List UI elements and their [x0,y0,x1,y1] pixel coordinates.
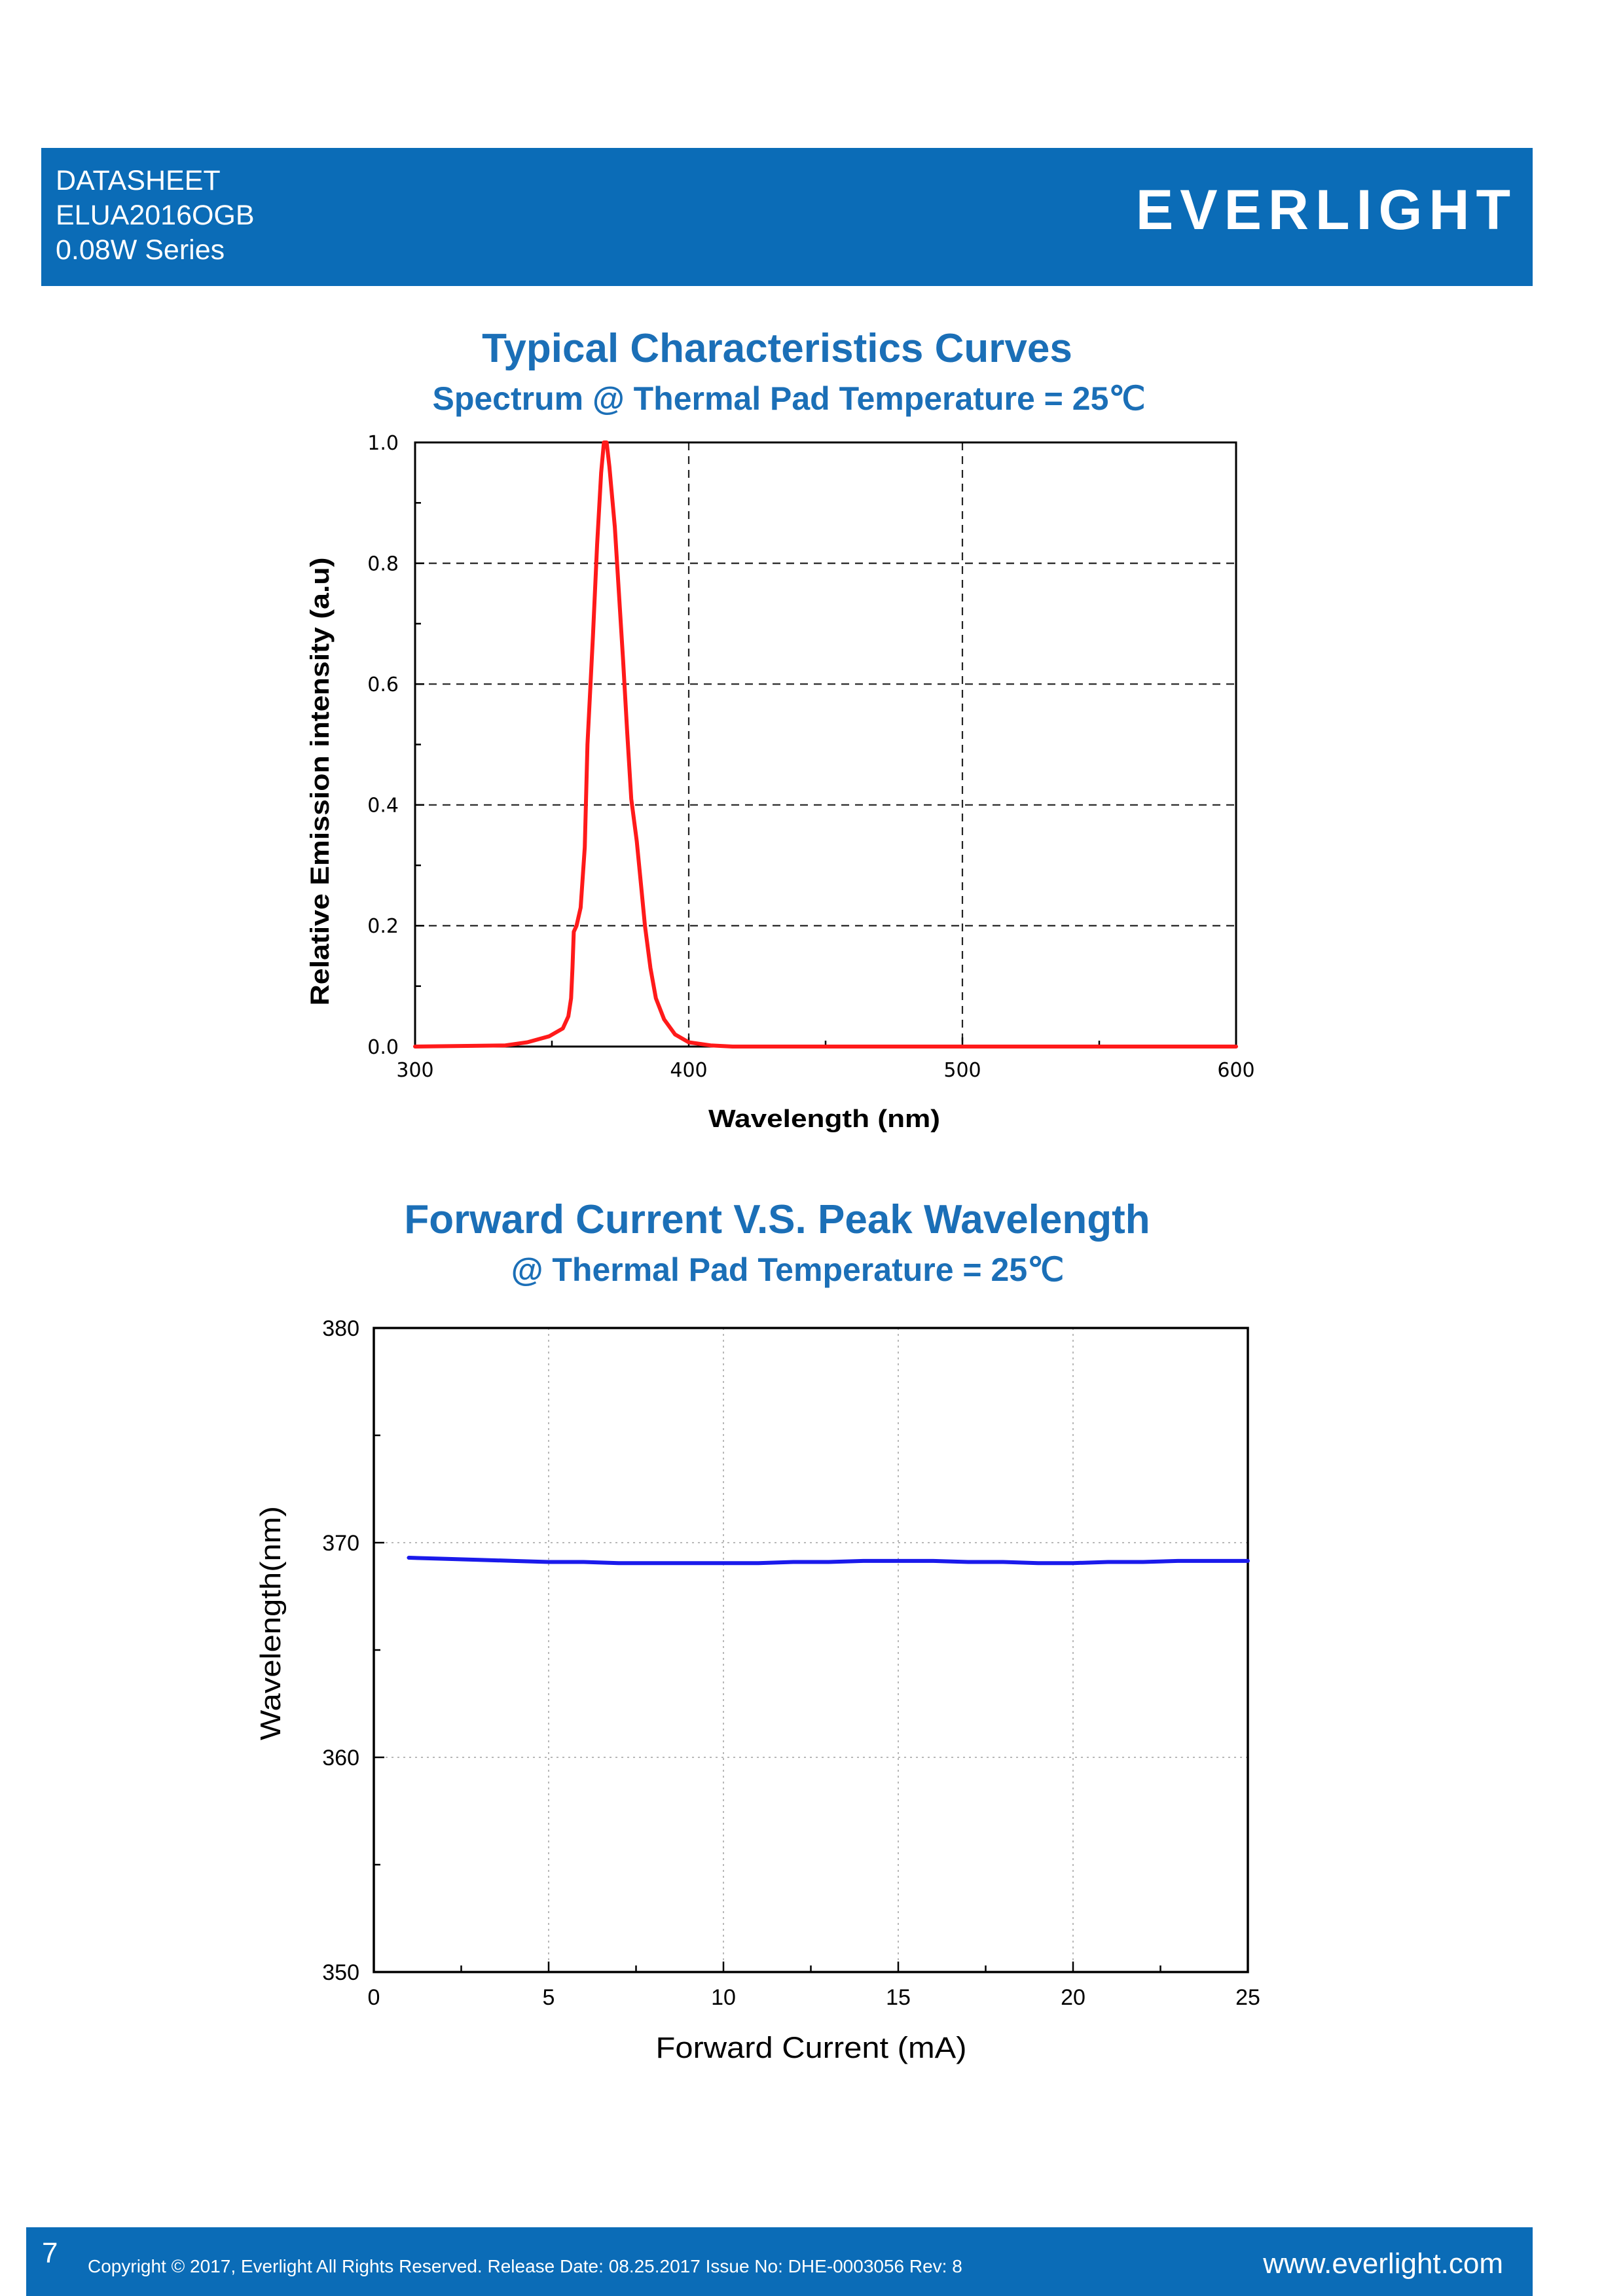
copyright-notice: Copyright © 2017, Everlight All Rights R… [88,2256,962,2276]
series-name: 0.08W Series [56,234,225,266]
x-tick-label: 25 [1235,1985,1260,2010]
everlight-logo: EVERLIGHT [1135,179,1517,242]
section-title: Typical Characteristics Curves [482,326,1072,371]
footer-bar: 7 Copyright © 2017, Everlight All Rights… [26,2227,1533,2296]
x-tick-label: 400 [670,1059,707,1082]
x-axis-label: Forward Current (mA) [656,2031,967,2064]
y-tick-label: 1.0 [367,432,399,455]
header-bar: DATASHEET ELUA2016OGB 0.08W Series EVERL… [41,148,1533,286]
y-tick-label: 350 [322,1960,359,1985]
spectrum-curve [413,440,1238,1049]
wavelength-curve [407,1556,1250,1566]
plot-frame [373,1327,1249,1973]
part-number: ELUA2016OGB [56,200,255,231]
plot-layer: 0 5 10 15 20 25 350 360 370 380 [322,1316,1260,2010]
wavelength-chart-subtitle: @ Thermal Pad Temperature = 25℃ [511,1251,1065,1288]
plot-layer: 300 400 500 600 0.0 0.2 0.4 0.6 0.8 1.0 [367,432,1254,1082]
spectrum-chart: Relative Emission intensity (a.u) Wavele… [306,432,1255,1133]
website-link[interactable]: www.everlight.com [1263,2248,1503,2280]
x-tick-label: 15 [886,1985,911,2010]
x-tick-label: 10 [711,1985,736,2010]
y-tick-label: 0.8 [367,552,399,575]
wavelength-chart-title: Forward Current V.S. Peak Wavelength [404,1197,1150,1242]
spectrum-chart-title: Spectrum @ Thermal Pad Temperature = 25℃ [432,380,1146,417]
x-tick-label: 20 [1061,1985,1085,2010]
y-axis-label: Relative Emission intensity (a.u) [306,558,335,1006]
doc-type: DATASHEET [56,165,221,196]
y-tick-label: 0.2 [367,915,399,938]
wavelength-chart: Wavelength(nm) Forward Current (mA) 0 5 10… [255,1316,1260,2064]
x-tick-label: 0 [368,1985,380,2010]
y-tick-label: 0.6 [367,673,399,696]
y-tick-label: 0.0 [367,1036,399,1059]
x-axis-label: Wavelength (nm) [708,1105,940,1133]
y-axis-label: Wavelength(nm) [255,1506,287,1740]
y-tick-label: 360 [322,1746,359,1770]
x-tick-label: 5 [543,1985,555,2010]
page-number: 7 [42,2237,58,2269]
y-tick-label: 0.4 [367,795,399,817]
y-tick-label: 370 [322,1531,359,1556]
y-tick-label: 380 [322,1316,359,1341]
x-tick-label: 600 [1217,1059,1254,1082]
x-tick-label: 300 [396,1059,433,1082]
x-tick-label: 500 [943,1059,981,1082]
document-info: DATASHEET ELUA2016OGB 0.08W Series [56,164,255,268]
plot-frame [414,441,1237,1048]
